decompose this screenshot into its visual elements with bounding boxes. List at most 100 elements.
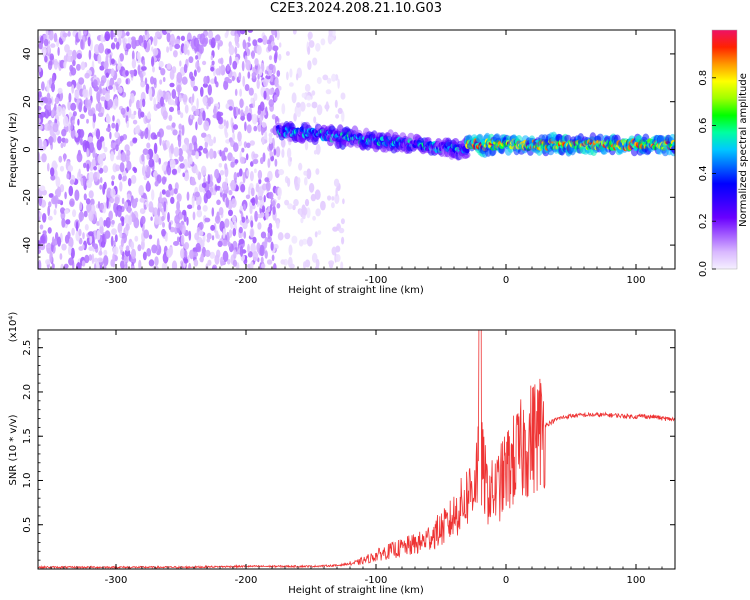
heatmap-cell [120, 151, 127, 163]
colorbar: 0.0 0.2 0.4 0.6 0.8 Normalized spectral ampl… [698, 29, 749, 277]
heatmap-cell [55, 176, 61, 188]
heatmap-cell [83, 210, 88, 218]
heatmap-cell [204, 136, 210, 143]
heatmap-cell [256, 79, 260, 90]
heatmap-cell [214, 76, 217, 85]
heatmap-cell [63, 153, 66, 162]
heatmap-cell [187, 204, 193, 210]
heatmap-cell [334, 193, 340, 205]
heatmap-cell [233, 142, 239, 153]
heatmap-cell [211, 235, 215, 241]
heatmap-cell [131, 50, 135, 61]
heatmap-cell [308, 182, 315, 193]
heatmap-cell [168, 183, 173, 191]
heatmap-cell [45, 243, 52, 249]
heatmap-cell [261, 136, 265, 145]
heatmap-cell [51, 109, 54, 118]
heatmap-cell [129, 70, 135, 75]
heatmap-cell [80, 137, 83, 146]
heatmap-cell [250, 220, 254, 228]
heatmap-cell [205, 249, 211, 257]
heatmap-cell [144, 30, 148, 36]
heatmap-cell [254, 210, 258, 222]
heatmap-cell [43, 38, 49, 47]
heatmap-cell [205, 190, 212, 199]
heatmap-cell [152, 66, 155, 73]
heatmap-cell [193, 259, 199, 267]
heatmap-cell [293, 199, 299, 207]
heatmap-cell [313, 150, 318, 155]
heatmap-cell [146, 142, 151, 149]
heatmap-cell [180, 234, 185, 246]
heatmap-cell [67, 31, 71, 37]
heatmap-cell [137, 64, 141, 76]
heatmap-cell [165, 30, 172, 33]
heatmap-cell [143, 229, 150, 239]
heatmap-cell [196, 209, 203, 218]
heatmap-cell [148, 87, 153, 98]
heatmap-cell [228, 189, 233, 196]
heatmap-cell [247, 71, 251, 79]
heatmap-cell [166, 63, 172, 70]
heatmap-cell [112, 253, 115, 264]
heatmap-cell [257, 195, 263, 201]
heatmap-cell [215, 230, 219, 239]
heatmap-cell [233, 124, 238, 130]
heatmap-cell [115, 164, 120, 172]
heatmap-cell [249, 171, 254, 182]
heatmap-cell [76, 63, 81, 71]
heatmap-cell [306, 168, 312, 180]
y-tick-label: 2.0 [22, 384, 33, 400]
heatmap-cell [119, 135, 124, 142]
heatmap-cell [155, 31, 161, 38]
heatmap-cell [171, 168, 177, 175]
heatmap-cell [39, 185, 46, 192]
heatmap-cell [106, 187, 112, 199]
heatmap-cell [68, 257, 74, 266]
heatmap-cell [213, 136, 217, 144]
heatmap-cell [307, 31, 313, 40]
heatmap-cell [214, 34, 221, 42]
heatmap-cell [39, 243, 46, 251]
heatmap-cell [316, 104, 323, 116]
heatmap-cell [176, 200, 181, 212]
heatmap-cell [142, 164, 146, 176]
heatmap-cell [153, 35, 158, 47]
heatmap-cell [76, 152, 83, 163]
heatmap-cell [151, 244, 158, 254]
heatmap-cell [76, 262, 82, 269]
heatmap-cell [45, 259, 51, 265]
heatmap-cell [71, 227, 75, 236]
heatmap-cell [110, 42, 116, 50]
heatmap-cell [86, 147, 89, 158]
heatmap-cell [287, 177, 291, 187]
heatmap-cell [38, 124, 43, 131]
heatmap-cell [178, 155, 184, 162]
snr-y-ticks: 0.5 1.0 1.5 2.0 2.5 [22, 338, 675, 561]
heatmap-cell [246, 170, 250, 177]
heatmap-cell [110, 68, 115, 77]
spectrogram-panel: -300 -200 -100 0 100 40 20 0 -20 -40 Height of s… [8, 29, 676, 296]
heatmap-cell [277, 187, 282, 198]
heatmap-cell [262, 35, 268, 46]
heatmap-cell [168, 221, 172, 231]
heatmap-cell [304, 140, 309, 151]
heatmap-cell [257, 169, 263, 180]
heatmap-cell [182, 94, 188, 103]
heatmap-cell [177, 86, 181, 97]
heatmap-cell [119, 231, 123, 238]
heatmap-cell [115, 83, 119, 91]
heatmap-cell [98, 216, 104, 227]
heatmap-cell [328, 30, 333, 37]
heatmap-cell [144, 77, 148, 86]
heatmap-cell [146, 153, 150, 160]
heatmap-cell [70, 122, 74, 131]
heatmap-cell [154, 256, 159, 266]
heatmap-cell [170, 33, 175, 46]
heatmap-cell [94, 152, 98, 164]
heatmap-cell [179, 163, 185, 169]
heatmap-cell [244, 84, 250, 92]
heatmap-cell [207, 30, 214, 39]
heatmap-cell [265, 74, 271, 80]
heatmap-cell [232, 215, 236, 223]
